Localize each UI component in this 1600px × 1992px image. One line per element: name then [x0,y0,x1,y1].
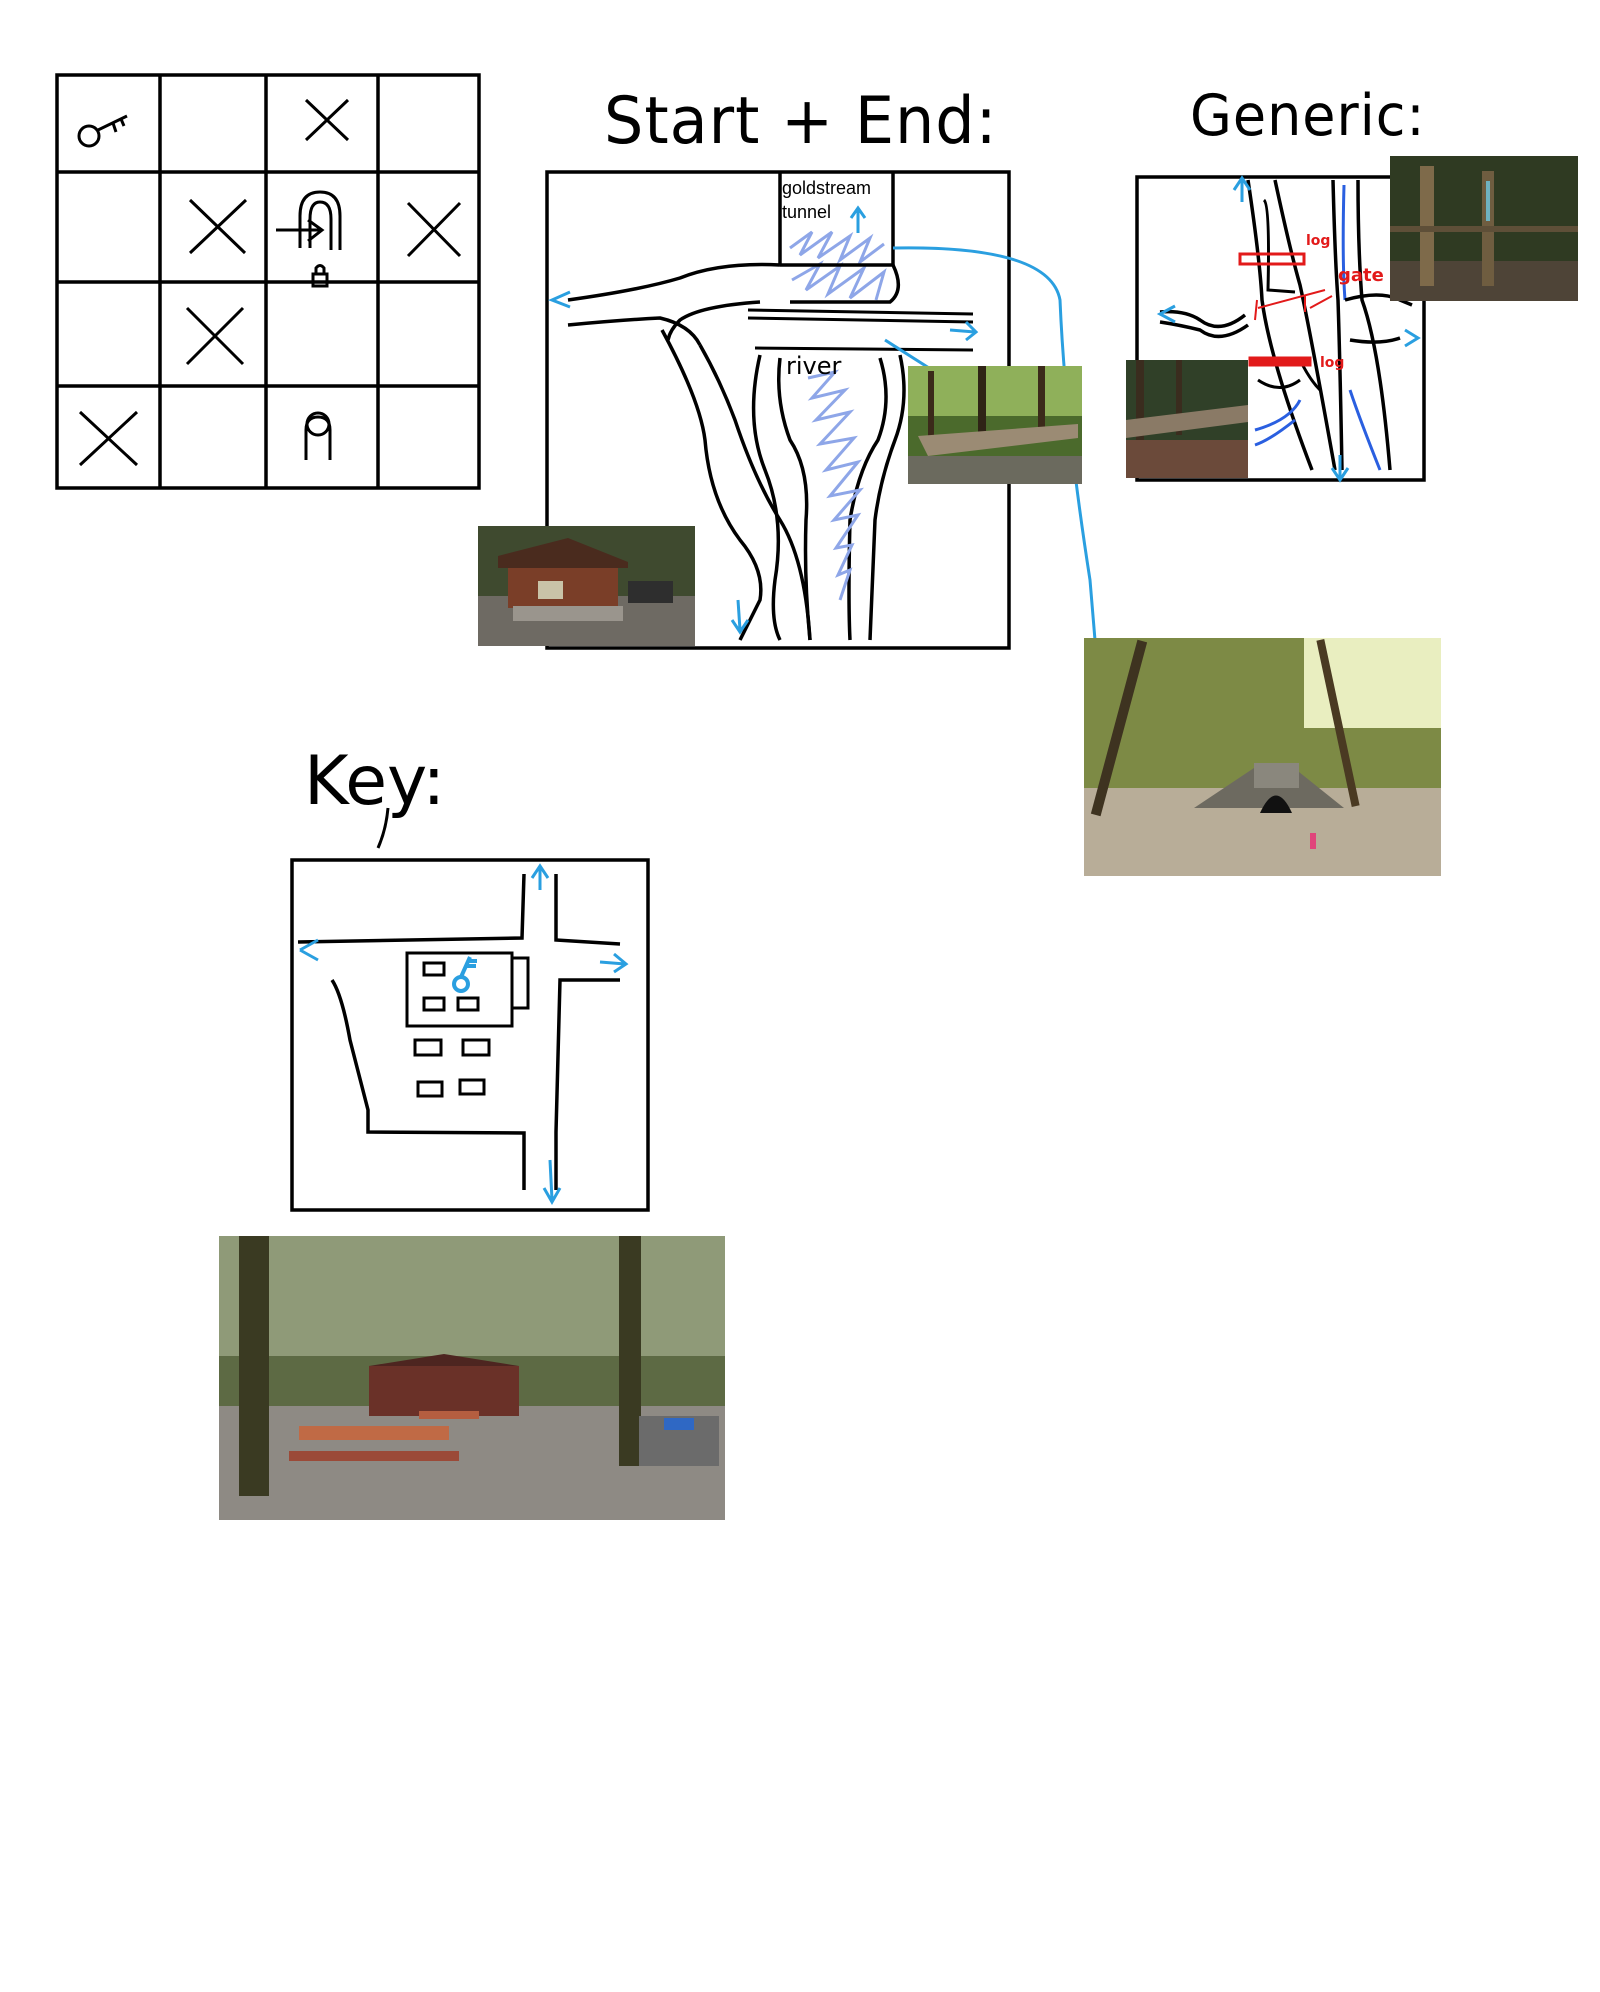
key-location-icon [452,956,477,993]
gate-label: gate [1338,265,1384,286]
blocked-x-icon [304,98,350,142]
player-person-icon [304,411,332,460]
locked-gate-icon [276,190,342,288]
tunnel-label: goldstream tunnel [782,178,872,222]
key-heading: Key: [304,742,446,821]
blocked-x-icon [188,198,248,255]
log-label-top: log [1306,233,1331,249]
ranger-booth-photo [478,526,695,646]
blocked-x-icon [406,201,462,258]
key-map [290,807,650,1212]
gate-posts-photo [1390,156,1578,301]
river-label: river [786,352,842,380]
fallen-log-photo [1126,360,1248,478]
log-label-bottom: log [1320,355,1345,371]
tunnel-photo [1084,638,1441,876]
picnic-area-photo [219,1236,725,1520]
blocked-x-icon [185,306,245,366]
room-grid [55,73,481,490]
key-symbol-icon [77,114,128,148]
blocked-x-icon [78,410,139,467]
generic-map [1135,175,1426,483]
start-end-heading: Start + End: [604,82,998,159]
start-end-map [545,170,1097,650]
generic-heading: Generic: [1190,82,1426,149]
footbridge-photo [908,366,1082,484]
